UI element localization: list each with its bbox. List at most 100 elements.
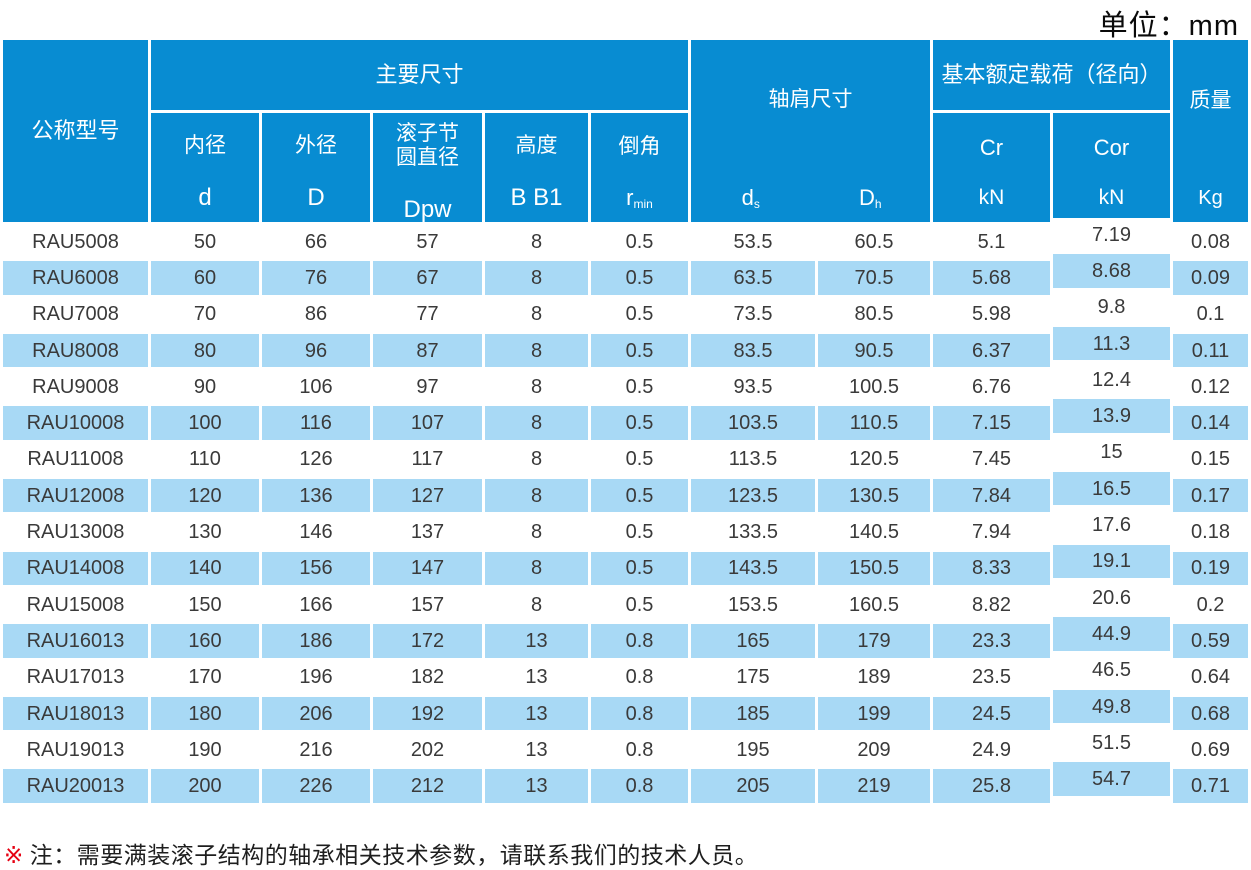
header-height: 高度 B B1 [485,113,588,222]
model-cell: RAU19013 [3,733,148,767]
cr-unit: kN [978,186,1005,210]
chamfer-base: r [626,184,634,210]
table-cell: 126 [262,442,370,477]
chamfer-sub: min [633,196,653,211]
table-cell: 0.8 [591,624,688,658]
table-cell: 20.6 [1053,580,1170,615]
table-cell: 189 [818,660,930,694]
table-cell: 175 [691,660,815,694]
header-mass-unit: Kg [1198,187,1223,209]
table-cell: 130 [151,515,259,549]
table-cell: 182 [373,660,482,694]
header-mass: 质量 Kg [1173,40,1248,222]
table-cell: 0.5 [591,479,688,513]
table-cell: 157 [373,587,482,622]
table-cell: 103.5 [691,406,815,440]
table-cell: 77 [373,297,482,331]
table-cell: 44.9 [1053,617,1170,651]
table-cell: 93.5 [691,370,815,404]
table-cell: 7.84 [933,479,1050,513]
table-cell: 209 [818,733,930,767]
table-cell: 7.19 [1053,218,1170,252]
model-cell: RAU20013 [3,769,148,803]
table-cell: 7.45 [933,442,1050,477]
header-outer-diameter: 外径 D [262,113,370,222]
ds-base: d [741,184,754,210]
model-cell: RAU12008 [3,479,148,513]
table-cell: 0.5 [591,587,688,622]
inner-diameter-label: 内径 [184,133,226,157]
table-cell: 24.9 [933,733,1050,767]
table-cell: 123.5 [691,479,815,513]
table-cell: 51.5 [1053,726,1170,760]
table-cell: 0.8 [591,696,688,731]
footnote: ※ 注：需要满装滚子结构的轴承相关技术参数，请联系我们的技术人员。 [4,836,758,870]
table-cell: 0.5 [591,551,688,585]
table-cell: 76 [262,261,370,295]
table-cell: 127 [373,479,482,513]
table-cell: 70 [151,297,259,331]
table-cell: 110.5 [818,406,930,440]
table-cell: 205 [691,769,815,803]
table-cell: 0.5 [591,406,688,440]
table-cell: 12.4 [1053,363,1170,397]
model-cell: RAU15008 [3,587,148,622]
table-cell: 153.5 [691,587,815,622]
model-cell: RAU5008 [3,225,148,259]
table-cell: 160.5 [818,587,930,622]
table-cell: 100 [151,406,259,440]
table-cell: 117 [373,442,482,477]
table-cell: 16.5 [1053,472,1170,506]
table-cell: 216 [262,733,370,767]
table-cell: 170 [151,660,259,694]
table-cell: 8.82 [933,587,1050,622]
table-cell: 67 [373,261,482,295]
header-mass-label: 质量 [1189,89,1232,113]
table-cell: 50 [151,225,259,259]
table-cell: 0.18 [1173,515,1248,549]
table-cell: 13 [485,769,588,803]
table-cell: 70.5 [818,261,930,295]
pitch-diameter-label: 滚子节 圆直径 [396,121,459,169]
model-cell: RAU8008 [3,333,148,368]
table-cell: 8 [485,587,588,622]
table-cell: 73.5 [691,297,815,331]
table-cell: 90 [151,370,259,404]
table-cell: 185 [691,696,815,731]
pitch-diameter-symbol: Dpw [403,195,452,223]
table-cell: 6.37 [933,333,1050,368]
table-cell: 165 [691,624,815,658]
header-cor: Cor kN [1053,113,1170,222]
table-cell: 83.5 [691,333,815,368]
cor-unit: kN [1098,186,1125,210]
table-cell: 8 [485,442,588,477]
model-cell: RAU18013 [3,696,148,731]
table-cell: 0.08 [1173,225,1248,259]
table-cell: 195 [691,733,815,767]
footnote-text: 注：需要满装滚子结构的轴承相关技术参数，请联系我们的技术人员。 [29,842,759,868]
table-cell: 0.64 [1173,660,1248,694]
table-cell: 13 [485,733,588,767]
table-cell: 107 [373,406,482,440]
table-cell: 13 [485,660,588,694]
table-cell: 23.3 [933,624,1050,658]
inner-diameter-symbol: d [198,183,212,211]
table-cell: 192 [373,696,482,731]
table-cell: 150 [151,587,259,622]
table-cell: 130.5 [818,479,930,513]
height-symbol: B B1 [510,183,563,211]
table-cell: 146 [262,515,370,549]
table-cell: 190 [151,733,259,767]
table-cell: 19.1 [1053,544,1170,578]
table-cell: 57 [373,225,482,259]
table-cell: 5.98 [933,297,1050,331]
table-cell: 113.5 [691,442,815,477]
table-cell: 147 [373,551,482,585]
table-cell: 0.5 [591,261,688,295]
table-cell: 143.5 [691,551,815,585]
table-cell: 6.76 [933,370,1050,404]
table-cell: 100.5 [818,370,930,404]
table-cell: 179 [818,624,930,658]
model-cell: RAU10008 [3,406,148,440]
header-ds-symbol: ds [691,185,811,210]
